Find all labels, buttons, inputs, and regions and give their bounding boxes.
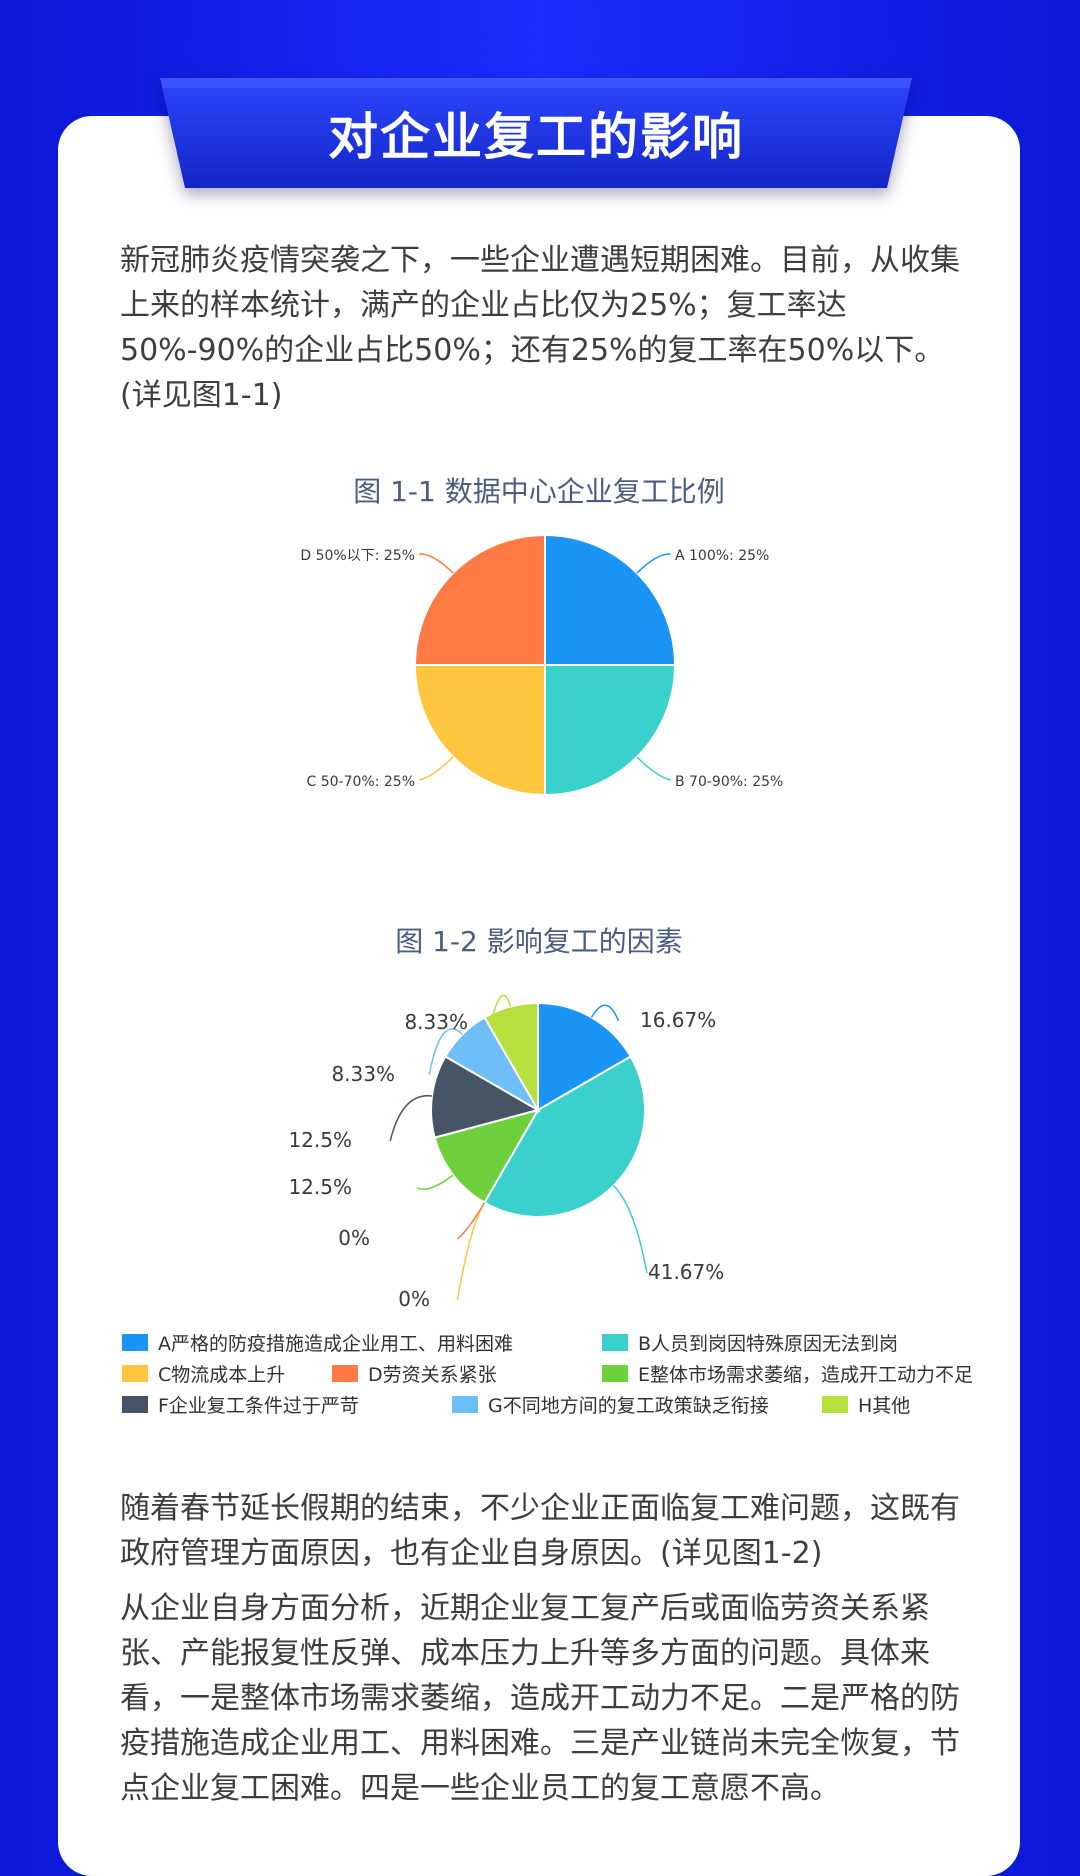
leader-line [590, 1004, 620, 1022]
legend-swatch [602, 1334, 628, 1351]
leader-line [416, 1174, 454, 1190]
legend-swatch [332, 1365, 358, 1382]
legend-item-a[interactable]: A严格的防疫措施造成企业用工、用料困难 [122, 1329, 602, 1356]
legend-swatch [122, 1334, 148, 1351]
legend-item-f[interactable]: F企业复工条件过于严苛 [122, 1391, 452, 1418]
pie-slice[interactable] [544, 533, 677, 666]
legend-item-h[interactable]: H其他 [822, 1391, 910, 1418]
pie-slice[interactable] [413, 533, 546, 666]
legend-label: G不同地方间的复工政策缺乏衔接 [488, 1395, 769, 1417]
data-label: 12.5% [288, 1175, 352, 1199]
leader-line [489, 994, 512, 1024]
legend-swatch [452, 1396, 478, 1413]
chart-2-title: 图 1-2 影响复工的因素 [395, 925, 683, 958]
legend-label: H其他 [858, 1395, 911, 1417]
pie-slice[interactable] [544, 664, 677, 797]
legend-swatch [602, 1365, 628, 1382]
legend-label: B人员到岗因特殊原因无法到岗 [638, 1333, 899, 1355]
legend-item-d[interactable]: D劳资关系紧张 [332, 1360, 602, 1387]
intro-paragraph: 新冠肺炎疫情突袭之下，一些企业遭遇短期困难。目前，从收集上来的样本统计，满产的企… [120, 243, 960, 413]
leader-line [636, 756, 671, 781]
legend-swatch [122, 1365, 148, 1382]
pie-slice[interactable] [483, 1001, 539, 1114]
legend-swatch [822, 1396, 848, 1413]
data-label: 8.33% [331, 1062, 395, 1086]
leader-line [419, 756, 454, 781]
legend-label: C物流成本上升 [158, 1364, 286, 1386]
leader-line [428, 1028, 463, 1076]
leader-line [613, 1185, 648, 1274]
legend-label: E整体市场需求萎缩，造成开工动力不足 [638, 1364, 974, 1386]
leader-line [456, 1202, 486, 1301]
pie-slice[interactable] [413, 664, 546, 797]
leader-line [636, 553, 671, 574]
banner-shape [160, 78, 912, 188]
legend-label: A严格的防疫措施造成企业用工、用料困难 [158, 1333, 513, 1355]
data-label: 16.67% [640, 1008, 716, 1032]
data-label: B 70-90%: 25% [675, 774, 783, 790]
chart-1-pie: A 100%: 25% B 70-90%: 25% C 50-70%: 25% D 5… [300, 533, 783, 797]
chart-1-title: 图 1-1 数据中心企业复工比例 [353, 475, 725, 508]
leader-line [419, 553, 454, 574]
outro-paragraph-2: 从企业自身方面分析，近期企业复工复产后或面临劳资关系紧张、产能报复性反弹、成本压… [120, 1591, 960, 1806]
data-label: 0% [338, 1226, 370, 1250]
legend-item-e[interactable]: E整体市场需求萎缩，造成开工动力不足 [602, 1360, 973, 1387]
leader-line [389, 1095, 433, 1142]
data-label: 8.33% [404, 1010, 468, 1034]
legend-item-c[interactable]: C物流成本上升 [122, 1360, 332, 1387]
pie-slice[interactable] [430, 1055, 541, 1139]
data-label: 12.5% [288, 1128, 352, 1152]
data-label: A 100%: 25% [675, 548, 769, 564]
pie-slice[interactable] [483, 1055, 646, 1218]
legend-label: D劳资关系紧张 [368, 1364, 497, 1386]
title-banner: 对企业复工的影响 [160, 78, 912, 188]
legend-item-b[interactable]: B人员到岗因特殊原因无法到岗 [602, 1329, 898, 1356]
data-label: D 50%以下: 25% [300, 548, 415, 564]
legend-label: F企业复工条件过于严苛 [158, 1395, 359, 1417]
data-label: C 50-70%: 25% [307, 774, 416, 790]
content-card [58, 116, 1020, 1876]
chart-2-pie: 16.67% 41.67% 0% 0% 12.5% 12.5% 8.33% 8.33% [288, 994, 724, 1311]
page-title: 对企业复工的影响 [328, 108, 744, 166]
data-label: 0% [398, 1287, 430, 1311]
chart-2-legend: A严格的防疫措施造成企业用工、用料困难 B人员到岗因特殊原因无法到岗 C物流成本… [122, 1327, 1002, 1420]
data-label: 41.67% [648, 1260, 724, 1284]
leader-line [456, 1202, 486, 1240]
legend-swatch [122, 1396, 148, 1413]
outro-paragraph-1: 随着春节延长假期的结束，不少企业正面临复工难问题，这既有政府管理方面原因，也有企… [120, 1491, 960, 1571]
legend-item-g[interactable]: G不同地方间的复工政策缺乏衔接 [452, 1391, 822, 1418]
